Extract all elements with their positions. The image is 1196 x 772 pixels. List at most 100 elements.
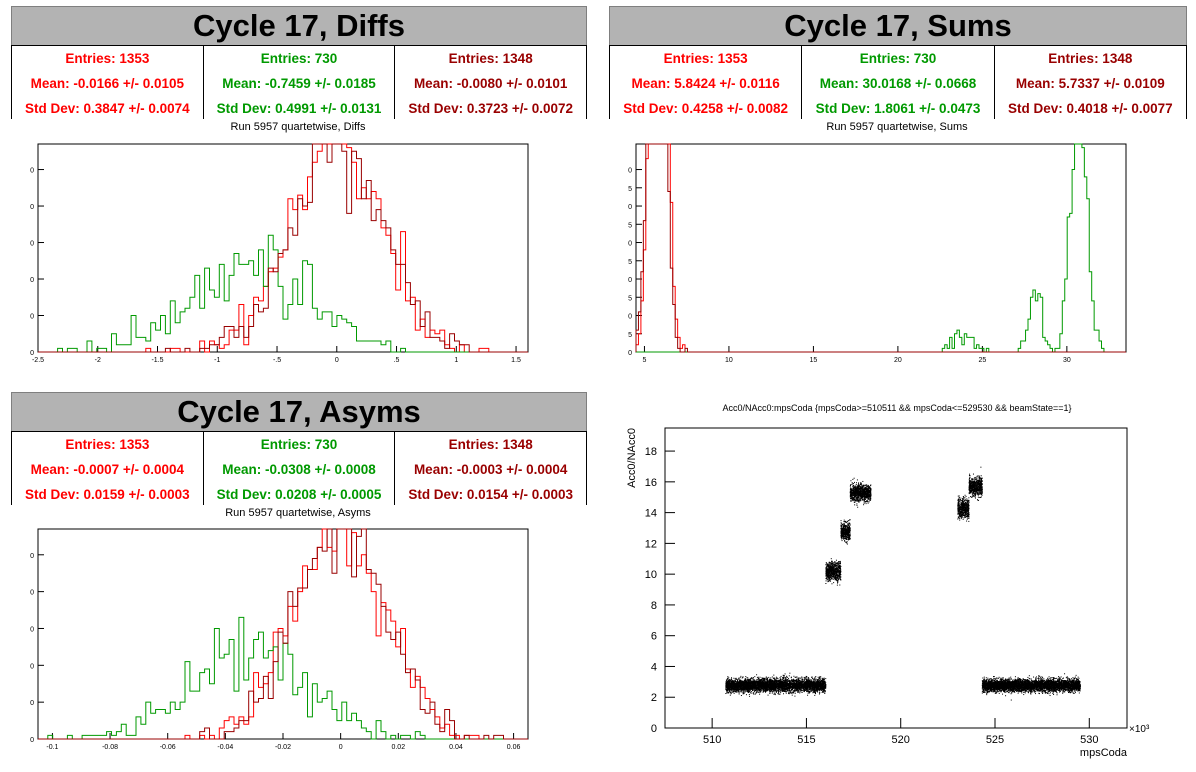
scatter-point: [788, 690, 790, 692]
scatter-point: [760, 680, 762, 682]
y-tick-label: 10: [30, 314, 34, 321]
scatter-point: [794, 684, 796, 686]
diffs-histogram: 01020304050-2.5-2-1.5-1-.50.511.5: [30, 143, 529, 364]
scatter-point: [782, 688, 784, 690]
scatter-point: [793, 684, 795, 686]
scatter-point: [748, 683, 750, 685]
scatter-point: [741, 684, 743, 686]
scatter-point: [809, 682, 811, 684]
scatter-point: [752, 687, 754, 689]
stat-mean: Mean: -0.0080 +/- 0.0101: [413, 76, 568, 91]
scatter-point: [773, 685, 775, 687]
scatter-point: [774, 686, 776, 688]
scatter-point: [729, 682, 731, 684]
scatter-point: [779, 689, 781, 691]
scatter-point: [776, 680, 778, 682]
scatter-point: [811, 689, 813, 691]
scatter-point: [736, 687, 738, 689]
scatter-point: [794, 690, 796, 692]
scatter-point: [821, 691, 823, 693]
scatter-point: [730, 686, 732, 688]
scatter-point: [768, 676, 770, 678]
scatter-point: [742, 688, 744, 690]
stat-mean: Mean: -0.0007 +/- 0.0004: [30, 462, 185, 477]
scatter-point: [740, 686, 742, 688]
scatter-point: [737, 680, 739, 682]
scatter-point: [747, 691, 749, 693]
scatter-point: [741, 683, 743, 685]
scatter-point: [743, 685, 745, 687]
scatter-point: [743, 682, 745, 684]
scatter-point: [796, 689, 798, 691]
scatter-point: [778, 686, 780, 688]
scatter-point: [730, 685, 732, 687]
scatter-point: [730, 683, 732, 685]
x-tick-label: -1.5: [151, 357, 163, 364]
scatter-point: [741, 681, 743, 683]
scatter-point: [802, 678, 804, 680]
scatter-point: [748, 691, 750, 693]
scatter-point: [784, 676, 786, 678]
scatter-point: [819, 689, 821, 691]
scatter-point: [782, 688, 784, 690]
scatter-point: [806, 690, 808, 692]
scatter-point: [735, 686, 737, 688]
scatter-point: [812, 683, 814, 685]
scatter-point: [817, 684, 819, 686]
scatter-point: [825, 678, 827, 680]
scatter-point: [728, 689, 730, 691]
sums-histogram: 0510152025303540455051015202530: [628, 143, 1127, 364]
scatter-point: [766, 682, 768, 684]
scatter-point: [761, 683, 763, 685]
scatter-point: [808, 678, 810, 680]
scatter-point: [813, 684, 815, 686]
scatter-point: [823, 686, 825, 688]
scatter-point: [767, 682, 769, 684]
scatter-point: [773, 674, 775, 676]
scatter-point: [796, 678, 798, 680]
scatter-point: [780, 685, 782, 687]
scatter-point: [736, 690, 738, 692]
scatter-point: [772, 680, 774, 682]
x-tick-label: 1.5: [511, 357, 521, 364]
scatter-point: [749, 683, 751, 685]
scatter-point: [776, 684, 778, 686]
scatter-point: [749, 686, 751, 688]
scatter-point: [790, 690, 792, 692]
scatter-point: [786, 684, 788, 686]
scatter-point: [752, 677, 754, 679]
scatter-point: [730, 683, 732, 685]
scatter-point: [739, 681, 741, 683]
scatter-point: [757, 677, 759, 679]
scatter-point: [766, 679, 768, 681]
scatter-point: [748, 688, 750, 690]
scatter-point: [800, 686, 802, 688]
scatter-point: [785, 689, 787, 691]
scatter-point: [764, 687, 766, 689]
scatter-point: [772, 689, 774, 691]
scatter-point: [815, 678, 817, 680]
scatter-point: [756, 686, 758, 688]
scatter-point: [785, 685, 787, 687]
scatter-point: [798, 681, 800, 683]
scatter-point: [758, 690, 760, 692]
scatter-point: [822, 685, 824, 687]
scatter-point: [764, 685, 766, 687]
scatter-point: [786, 686, 788, 688]
scatter-point: [812, 690, 814, 692]
scatter-point: [809, 687, 811, 689]
scatter-point: [733, 682, 735, 684]
scatter-point: [769, 687, 771, 689]
scatter-point: [800, 683, 802, 685]
scatter-point: [807, 680, 809, 682]
scatter-point: [809, 681, 811, 683]
x-tick-label: 515: [797, 734, 815, 746]
scatter-point: [812, 691, 814, 693]
scatter-point: [763, 681, 765, 683]
scatter-point: [764, 683, 766, 685]
scatter-point: [767, 684, 769, 686]
scatter-point: [790, 692, 792, 694]
scatter-point: [808, 692, 810, 694]
scatter-point: [814, 694, 816, 696]
scatter-point: [804, 683, 806, 685]
